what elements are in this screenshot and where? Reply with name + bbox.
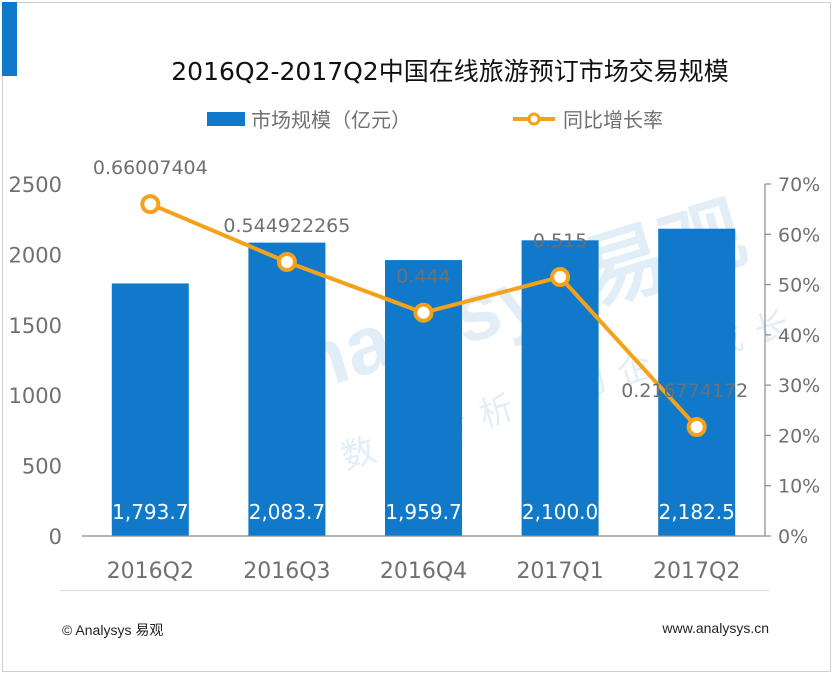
growth-rate-point xyxy=(140,194,161,215)
bar-value-label: 2,182.5 xyxy=(659,500,735,524)
bar xyxy=(658,228,736,537)
growth-rate-point xyxy=(686,416,707,437)
x-axis-tick-label: 2017Q1 xyxy=(516,559,603,584)
left-axis-tick-label: 1000 xyxy=(9,384,62,408)
right-axis-tick-label: 50% xyxy=(778,275,820,297)
growth-rate-label: 0.444 xyxy=(396,266,450,288)
footer-divider xyxy=(60,590,770,591)
bar-value-label: 2,100.0 xyxy=(522,500,598,524)
right-axis-tick-label: 20% xyxy=(778,425,820,447)
x-axis-tick-label: 2016Q4 xyxy=(380,559,467,584)
left-axis-tick-label: 1500 xyxy=(9,314,62,338)
growth-rate-label: 0.515 xyxy=(533,230,587,252)
line-value-labels: 0.66007404 0.544922265 0.444 0.515 0.2167741… xyxy=(93,157,748,402)
bar xyxy=(248,242,326,536)
right-axis-tick-label: 40% xyxy=(778,325,820,347)
source-url: www.analysys.cn xyxy=(662,620,769,636)
growth-rate-label: 0.66007404 xyxy=(93,157,208,179)
legend-line-marker xyxy=(527,112,541,126)
left-axis-tick-label: 2500 xyxy=(9,173,62,197)
source-copyright: © Analysys 易观 xyxy=(62,622,164,638)
bar xyxy=(111,283,189,536)
bar-value-label: 1,793.7 xyxy=(112,500,188,524)
x-axis-tick-label: 2016Q2 xyxy=(107,559,194,584)
bar xyxy=(521,240,599,536)
left-axis-tick-label: 2000 xyxy=(9,243,62,267)
bar-value-label: 2,083.7 xyxy=(249,500,325,524)
legend: 市场规模（亿元） 同比增长率 xyxy=(207,108,663,132)
growth-rate-label: 0.216774172 xyxy=(621,380,748,402)
right-axis-tick-label: 0% xyxy=(778,526,808,548)
right-axis-tick-label: 30% xyxy=(778,375,820,397)
legend-line-label: 同比增长率 xyxy=(563,108,663,132)
growth-rate-point xyxy=(413,302,434,323)
right-axis-tick-label: 60% xyxy=(778,224,820,246)
x-axis-tick-label: 2017Q2 xyxy=(653,559,740,584)
left-axis-tick-label: 0 xyxy=(49,525,62,549)
legend-bar-swatch xyxy=(207,112,245,126)
growth-rate-point xyxy=(550,267,571,288)
right-axis: 0% 10% 20% 30% 40% 50% 60% 70% xyxy=(764,174,820,548)
line-series xyxy=(140,194,707,437)
x-axis-tick-label: 2016Q3 xyxy=(243,559,330,584)
growth-rate-label: 0.544922265 xyxy=(223,215,350,237)
growth-rate-point xyxy=(276,251,297,272)
title-accent-bar xyxy=(2,2,17,76)
bar-value-labels: 1,793.7 2,083.7 1,959.7 2,100.0 2,182.5 xyxy=(112,500,735,524)
bar-value-label: 1,959.7 xyxy=(385,500,461,524)
left-axis: 0 500 1000 1500 2000 2500 xyxy=(9,173,62,549)
right-axis-tick-label: 70% xyxy=(778,174,820,196)
legend-bar-label: 市场规模（亿元） xyxy=(251,108,411,132)
right-axis-tick-label: 10% xyxy=(778,476,820,498)
left-axis-tick-label: 500 xyxy=(22,455,62,479)
x-axis: 2016Q2 2016Q3 2016Q4 2017Q1 2017Q2 xyxy=(82,535,765,584)
chart-title: 2016Q2-2017Q2中国在线旅游预订市场交易规模 xyxy=(171,57,728,86)
